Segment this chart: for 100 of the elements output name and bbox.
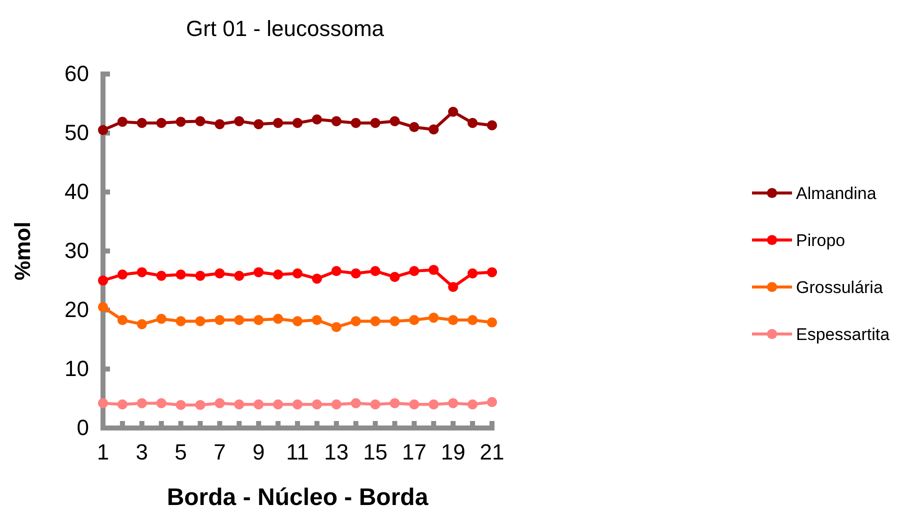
point <box>448 282 458 292</box>
point <box>448 314 458 326</box>
point <box>136 118 147 128</box>
legend-label: Almandina <box>796 184 877 203</box>
point <box>176 116 186 127</box>
x-tick-label: 11 <box>286 440 309 465</box>
point <box>350 398 361 408</box>
point <box>156 398 166 408</box>
point <box>428 264 439 275</box>
point <box>468 268 478 278</box>
x-tick-label: 1 <box>96 440 110 465</box>
point <box>195 316 206 326</box>
point <box>428 124 439 134</box>
y-tick-label: 60 <box>64 61 89 86</box>
point <box>312 399 322 410</box>
point <box>312 114 322 124</box>
point <box>331 399 342 410</box>
point <box>273 314 284 324</box>
legend-label: Espessartita <box>796 325 890 344</box>
y-tick-label: 30 <box>64 238 89 264</box>
x-tick-label: 9 <box>252 440 265 465</box>
point <box>214 268 225 278</box>
point <box>273 118 284 128</box>
point <box>312 274 322 284</box>
x-tick-label: 3 <box>136 440 148 465</box>
point <box>486 397 498 408</box>
x-tick-label: 21 <box>480 440 504 465</box>
point <box>273 270 284 280</box>
x-tick-label: 7 <box>214 440 226 465</box>
point <box>234 399 244 410</box>
legend-label: Piropo <box>796 231 846 250</box>
x-tick-label: 15 <box>363 440 388 465</box>
point <box>117 116 128 127</box>
point <box>292 118 303 128</box>
point <box>176 400 186 410</box>
point <box>117 270 128 280</box>
point <box>428 399 439 410</box>
point <box>176 316 186 326</box>
point <box>292 316 303 326</box>
point <box>390 272 400 282</box>
point <box>370 399 380 410</box>
x-tick-label: 13 <box>324 440 349 465</box>
x-tick-label: 5 <box>174 440 187 465</box>
point <box>409 314 420 326</box>
point <box>331 266 342 276</box>
point <box>468 399 478 410</box>
point <box>331 322 342 332</box>
point <box>214 119 225 130</box>
point <box>195 400 206 410</box>
point <box>214 314 225 326</box>
y-tick-label: 40 <box>64 179 89 204</box>
point <box>486 120 498 130</box>
point <box>350 268 361 278</box>
point <box>390 398 400 408</box>
point <box>117 314 128 326</box>
point <box>195 116 206 126</box>
point <box>195 270 206 281</box>
point <box>136 319 147 330</box>
point <box>486 317 498 328</box>
point <box>409 266 420 276</box>
point <box>448 398 458 408</box>
point <box>117 399 128 410</box>
point <box>176 270 186 280</box>
point <box>156 270 166 281</box>
point <box>428 312 439 323</box>
chart-title: Grt 01 - leucossoma <box>186 16 385 41</box>
point <box>136 398 147 408</box>
x-tick-label: 17 <box>402 440 426 465</box>
point <box>292 268 303 278</box>
point <box>136 267 147 278</box>
point <box>350 118 361 128</box>
y-tick-label: 10 <box>64 356 89 382</box>
x-tick-label: 19 <box>440 440 466 465</box>
point <box>390 116 400 126</box>
point <box>486 267 498 278</box>
point <box>409 399 420 410</box>
point <box>370 266 380 276</box>
point <box>156 314 166 324</box>
point <box>234 116 244 126</box>
point <box>254 399 264 410</box>
point <box>390 316 400 326</box>
y-axis-title: %mol <box>10 222 35 280</box>
point <box>98 125 108 136</box>
point <box>214 398 225 408</box>
point <box>409 122 420 132</box>
point <box>312 314 322 326</box>
point <box>331 116 342 126</box>
point <box>350 316 361 326</box>
point <box>254 119 264 130</box>
point <box>156 118 166 128</box>
point <box>273 399 284 410</box>
legend-label: Grossulária <box>796 278 884 297</box>
point <box>234 270 244 281</box>
point <box>468 314 478 326</box>
point <box>98 398 108 408</box>
point <box>468 118 478 128</box>
point <box>254 267 264 278</box>
y-tick-label: 50 <box>64 120 89 146</box>
y-tick-label: 0 <box>76 415 89 440</box>
point <box>448 106 458 117</box>
